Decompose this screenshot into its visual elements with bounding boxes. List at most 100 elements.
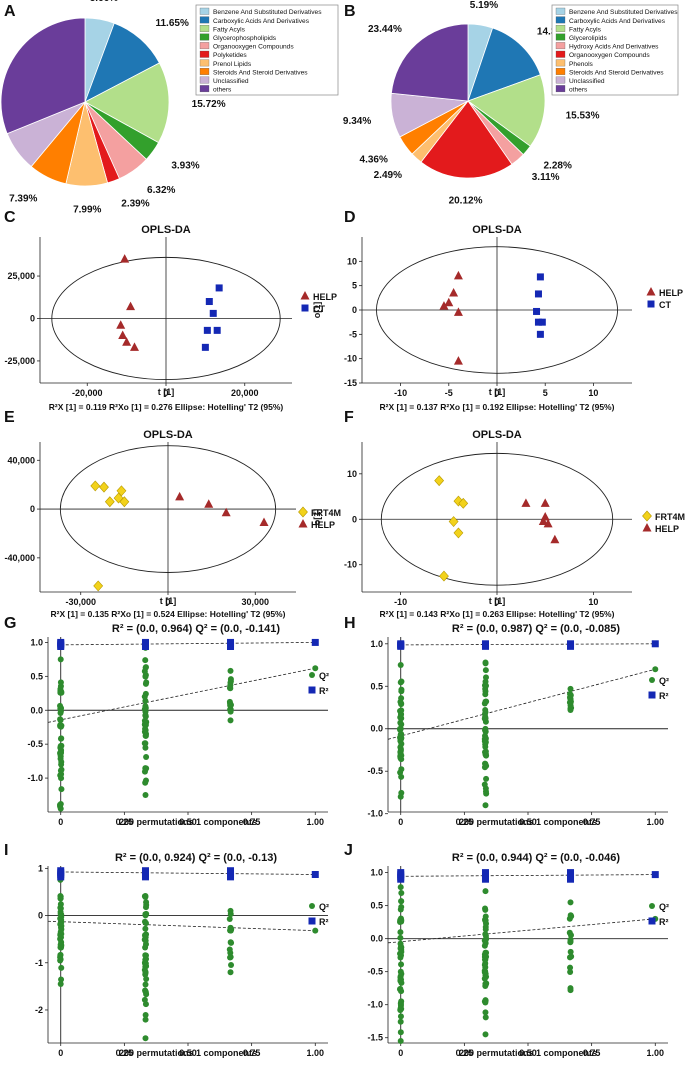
q2-point [482,1014,489,1021]
q2-point [397,934,404,941]
legend-label: Unclassified [213,78,249,85]
pie-data-label: 7.39% [9,193,37,204]
q2-point [398,898,405,905]
q2-point [227,706,234,713]
legend-label: Unclassified [569,78,605,85]
chart-caption: R²X [1] = 0.119 R²Xo [1] = 0.276 Ellipse… [49,402,284,412]
y-tick-label: 0.0 [370,724,383,734]
q2-point [141,768,148,775]
q2-point [567,964,574,971]
q2-point [567,932,574,939]
q2-point [143,753,150,760]
r2-point [567,640,575,648]
y-tick-label: -0.5 [367,967,383,977]
legend-label: Benzene And Substituted Derivatives [569,9,678,16]
legend-marker-q2 [309,903,315,909]
x-tick-label: 0.75 [583,817,601,827]
chart-title: R² = (0.0, 0.987) Q² = (0.0, -0.085) [452,623,620,635]
y-tick-label: -10 [344,354,357,364]
legend-label: Organooxygen Compounds [213,44,294,51]
data-point-help [204,499,214,508]
q2-point [227,969,234,976]
q2-point [142,672,149,679]
q2-point [142,960,149,967]
q2-point [397,929,404,936]
q2-point [397,1018,404,1025]
y-tick-label: -40,000 [4,553,35,563]
q2-point [482,888,489,895]
q2-point [482,748,489,755]
data-point-ct [534,290,542,298]
data-point-frt4m [104,496,115,508]
panel-letter-d: D [344,209,356,226]
q2-point [57,901,64,908]
r2-regression-line [400,643,656,646]
q2-point [482,667,489,674]
q2-point [482,1031,489,1038]
legend-label: Steroids And Steroid Derivatives [213,69,308,76]
legend-swatch [199,68,210,75]
y-tick-label: 1.0 [370,639,383,649]
legend-marker-q2 [649,677,655,683]
x-axis-label: 200 permutations 1 components [459,817,597,827]
data-point-help [122,337,132,346]
y-tick-label: -1.0 [27,773,43,783]
x-tick-label: 0 [58,817,63,827]
r2-regression-line [400,874,656,877]
q2-point [397,1038,404,1045]
pie-data-label: 4.36% [360,154,388,165]
legend-label: others [213,87,232,94]
legend-marker-q2 [649,903,655,909]
q2-point [396,725,403,732]
y-axis-label: o[1] [312,509,322,526]
x-tick-label: 0.50 [519,817,537,827]
y-axis-label: o[1] [312,302,322,319]
hotelling-ellipse [59,445,277,573]
y-tick-label: 1 [38,863,43,873]
data-point-help [259,517,269,526]
q2-point [57,702,64,709]
q2-point [142,944,149,951]
q2-point [482,923,489,930]
r2-point [481,869,489,877]
q2-point [397,698,404,705]
q2-point [143,910,150,917]
q2-point [57,679,64,686]
x-tick-label: 0 [58,1048,63,1058]
y-tick-label: 0 [30,504,35,514]
legend-label: Steroids And Steroid Derivatives [569,69,664,76]
r2-point [141,867,149,875]
legend-label: Prenol Lipids [213,61,252,68]
q2-point [398,678,405,685]
panel-letter-i: I [4,842,8,859]
data-point-help [221,507,231,517]
y-tick-label: -10 [344,560,357,570]
r2-real-point [311,638,319,646]
q2-point [483,953,490,960]
q2-point [227,685,234,692]
pie-slice [0,17,86,135]
q2-point [141,740,148,747]
x-axis-label: 200 permutations 1 components [459,1048,597,1058]
y-tick-label: -1.5 [367,1033,383,1043]
q2-point [397,793,404,800]
y-tick-label: -5 [349,329,357,339]
q2-point [482,682,489,689]
hotelling-ellipse [376,246,618,374]
r2-point [397,869,405,877]
pie-legend-box [195,4,339,96]
x-tick-label: 0.25 [456,817,474,827]
q2-point [482,713,489,720]
legend-marker-q2 [309,672,315,678]
q2-point [141,893,148,900]
permutation-plot-i: 0 0.25 0.50 0.75 1.00 1 0 -1 -2 R² = (0.0, 0.924)… [35,852,329,1058]
q2-point [142,1016,149,1023]
legend-swatch [555,59,566,67]
x-tick-label: -5 [445,388,453,398]
chart-caption: R²X [1] = 0.143 R²Xo [1] = 0.263 Ellipse… [380,609,615,619]
r2-regression-line [60,871,316,875]
data-point-frt4m [119,496,130,508]
data-point-frt4m [458,497,469,509]
panel-letter-a: A [4,3,16,20]
legend-label: CT [659,300,671,310]
